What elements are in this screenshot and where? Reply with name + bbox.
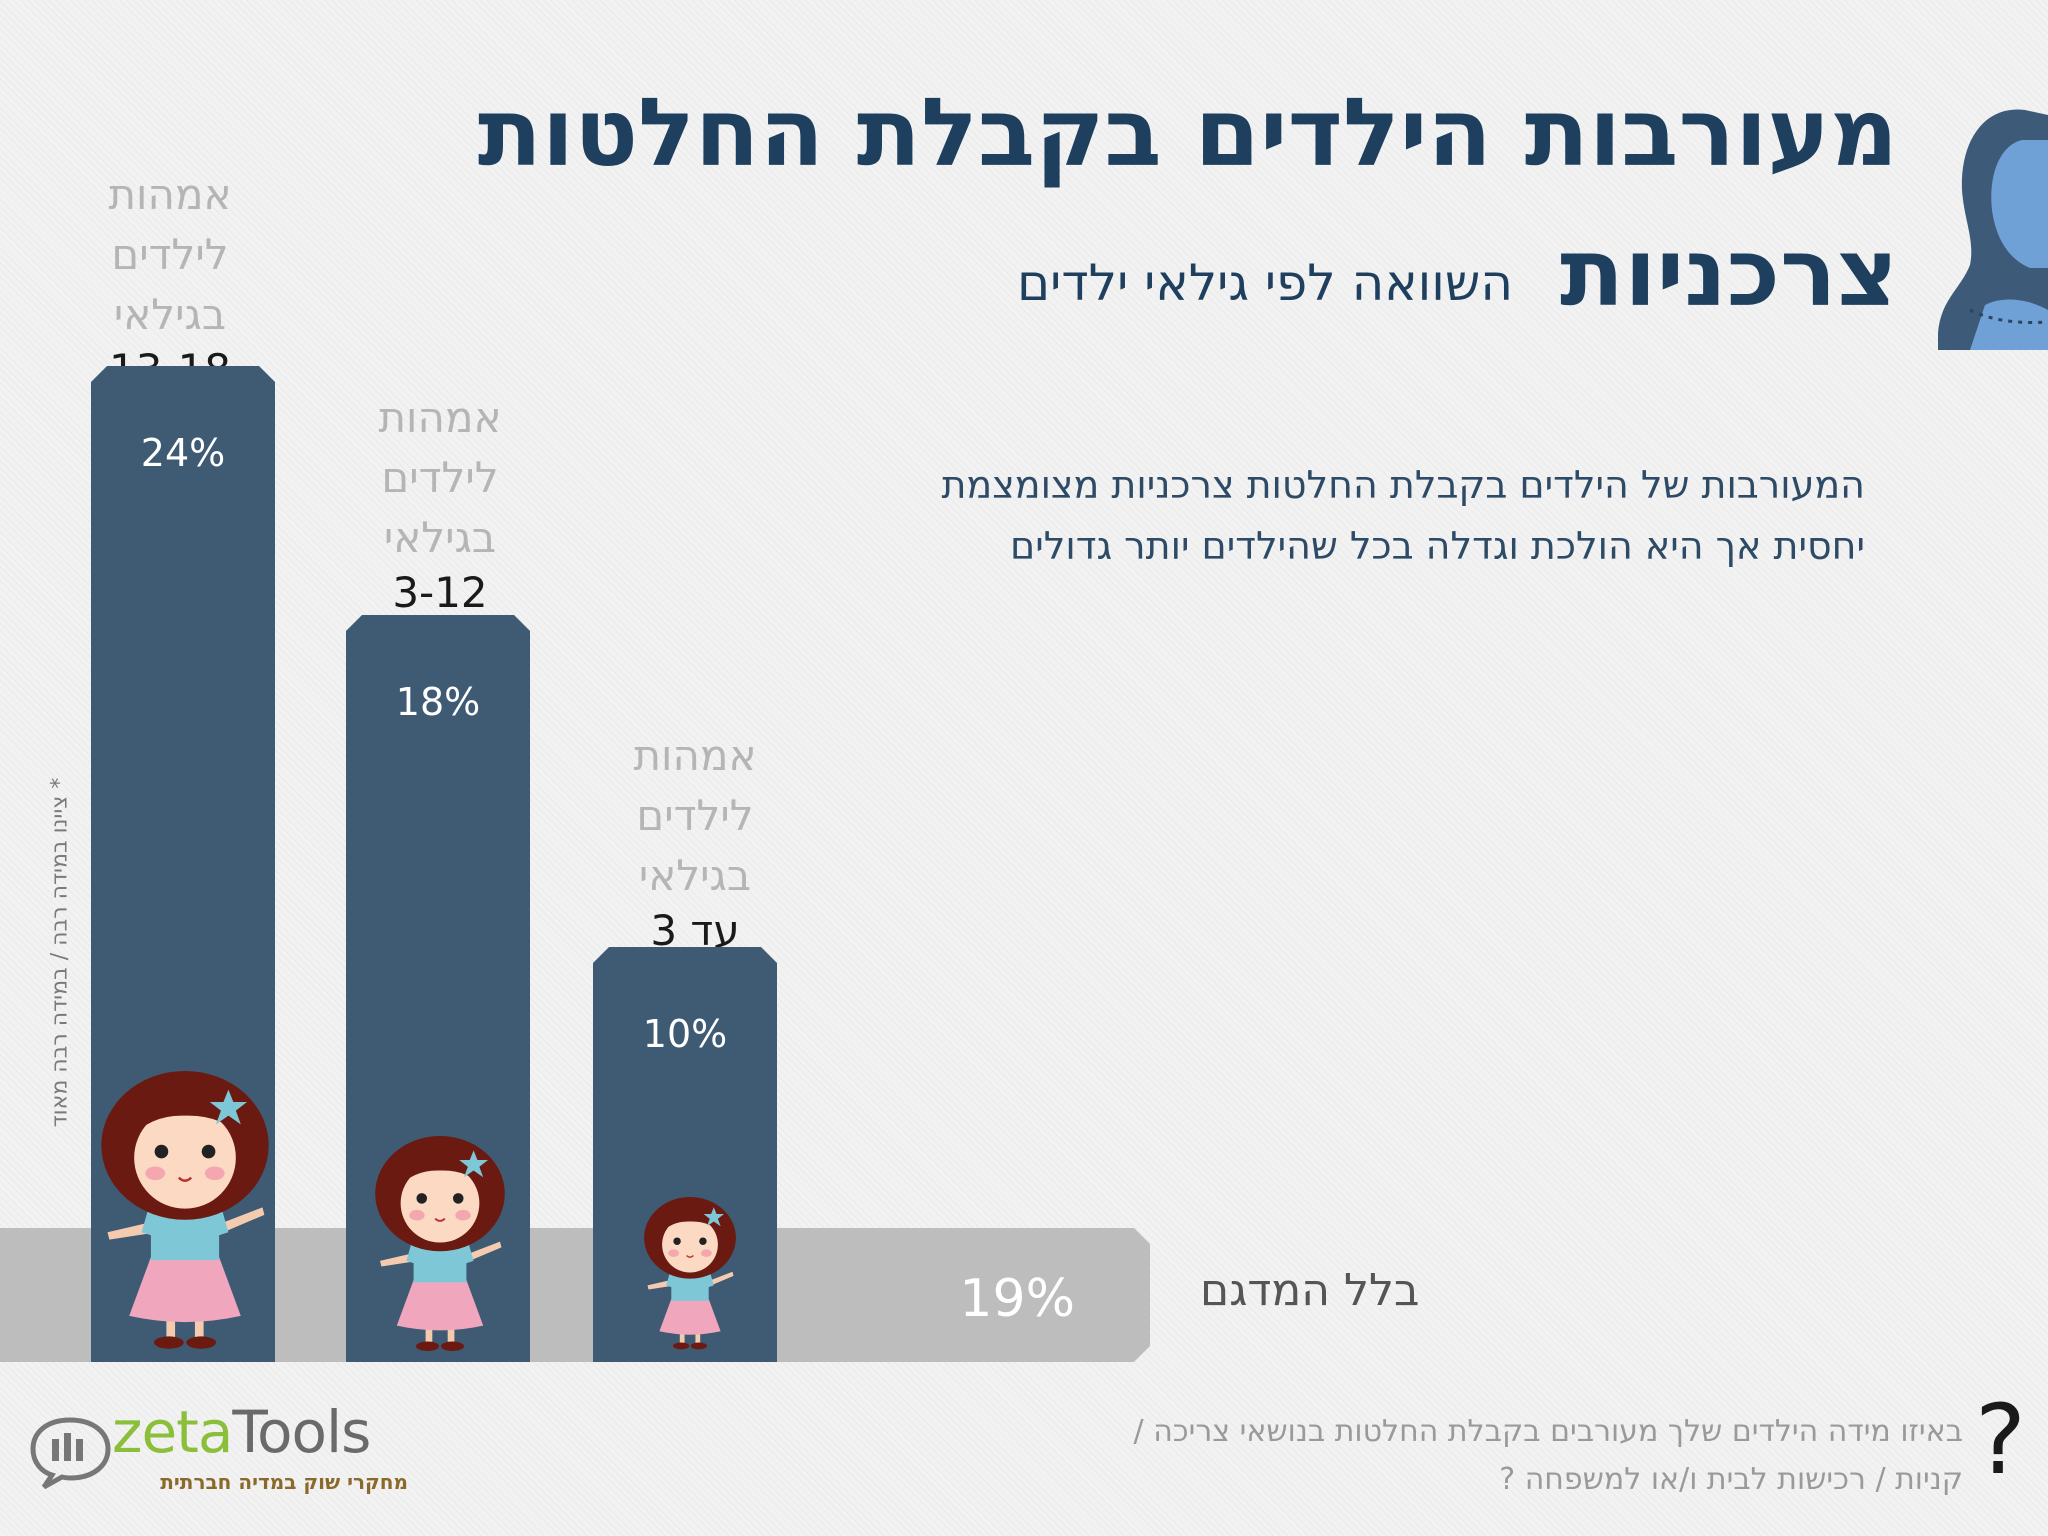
category-age: 3-12: [392, 568, 488, 617]
category-age: עד 3: [650, 906, 740, 955]
category-label-line: לילדים: [381, 453, 499, 502]
bar-value-label: 10%: [643, 1012, 727, 1056]
category-label-3-12: אמהות לילדים בגילאי 3-12: [360, 388, 520, 618]
woman-avatar-icon: [1938, 109, 2048, 350]
category-label-line: אמהות: [378, 393, 502, 442]
page-subtitle: השוואה לפי גילאי ילדים: [1017, 254, 1513, 312]
chart-description: המעורבות של הילדים בקבלת החלטות צרכניות …: [941, 463, 1865, 568]
page-title: מעורבות הילדים בקבלת החלטות: [477, 79, 1898, 188]
logo-tagline: מחקרי שוק במדיה חברתית: [160, 1470, 408, 1494]
category-label-line: לילדים: [636, 791, 754, 840]
total-value-label: 19%: [959, 1269, 1075, 1329]
bar-value-label: 24%: [141, 431, 225, 475]
girl-illustration: [644, 1197, 736, 1350]
girl-illustration: [101, 1071, 269, 1349]
page-title-line2: צרכניות: [1560, 219, 1898, 328]
category-label-under-3: אמהות לילדים בגילאי עד 3: [615, 726, 775, 956]
category-label-line: אמהות: [633, 731, 757, 780]
category-label-line: אמהות: [108, 170, 232, 219]
logo-part1: zeta: [112, 1398, 233, 1466]
bar-value-label: 18%: [396, 680, 480, 724]
category-label-line: בגילאי: [638, 851, 752, 900]
speech-bubble-logo-icon: [30, 1417, 111, 1490]
girl-illustration: [375, 1136, 505, 1352]
survey-question: באיזו מידה הילדים שלך מעורבים בקבלת החלט…: [1133, 1414, 1963, 1497]
logo-wordmark: zetaTools: [112, 1398, 371, 1466]
logo-part2: Tools: [232, 1398, 371, 1466]
bar: [593, 947, 777, 1362]
total-sample-label: בלל המדגם: [1200, 1265, 1420, 1316]
category-label-line: בגילאי: [383, 513, 497, 562]
total-sample-bar: [0, 1228, 1150, 1362]
category-label-line: בגילאי: [113, 290, 227, 339]
question-mark-icon: ?: [1975, 1384, 2026, 1496]
category-label-line: לילדים: [111, 230, 229, 279]
